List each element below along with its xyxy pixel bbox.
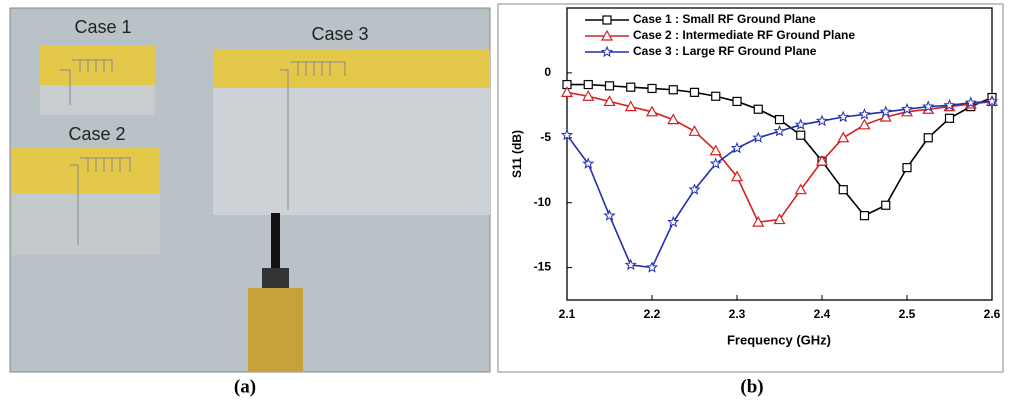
marker [648,84,656,92]
marker [626,260,636,269]
marker [881,107,891,116]
x-tick-label: 2.1 [559,307,576,321]
case-label: Case 2 [68,124,125,144]
legend-label: Case 3 : Large RF Ground Plane [633,44,817,58]
y-tick-label: -15 [534,260,552,274]
marker [838,133,848,142]
caption: (a) [234,376,256,397]
marker [924,134,932,142]
cable [271,213,280,273]
board-top [213,50,490,88]
marker [605,211,615,220]
marker [946,114,954,122]
x-tick-label: 2.6 [984,307,1001,321]
marker [817,116,827,125]
marker [754,105,762,113]
marker [796,120,806,129]
figure: Case 1 Case 2 Case 3 Frequency (GHz) S11… [0,0,1012,402]
marker [691,88,699,96]
caption: (b) [740,376,763,397]
marker [882,201,890,209]
marker [690,126,700,135]
photo: Case 1 Case 2 Case 3 [10,8,490,372]
marker [861,212,869,220]
marker [606,82,614,90]
y-tick-label: 0 [544,65,551,79]
legend-marker [603,16,611,24]
x-tick-label: 2.5 [899,307,916,321]
legend-marker [602,47,612,56]
marker [839,186,847,194]
marker [775,126,785,135]
x-tick-label: 2.2 [644,307,661,321]
case-label: Case 3 [311,24,368,44]
marker [733,97,741,105]
y-tick-label: -5 [540,130,551,144]
marker [712,92,720,100]
connector [248,288,303,372]
y-axis-label: S11 (dB) [510,130,524,178]
marker [647,263,657,272]
marker [584,81,592,89]
marker [860,109,870,118]
x-tick-label: 2.3 [729,307,746,321]
marker [754,133,764,142]
x-axis-label: Frequency (GHz) [727,332,831,347]
case-label: Case 1 [74,17,131,37]
marker [711,159,721,168]
marker [839,112,849,121]
y-tick-label: -10 [534,195,552,209]
marker [903,164,911,172]
legend-label: Case 2 : Intermediate RF Ground Plane [633,28,855,42]
x-tick-label: 2.4 [814,307,831,321]
marker [776,116,784,124]
board-top [40,45,155,85]
cable-boot [262,268,289,288]
marker [627,83,635,91]
marker [797,131,805,139]
marker [669,86,677,94]
board-top [12,148,160,193]
legend-label: Case 1 : Small RF Ground Plane [633,12,816,26]
